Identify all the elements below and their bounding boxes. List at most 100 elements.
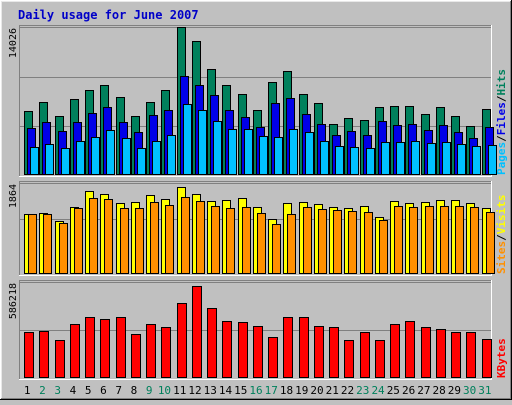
bar-pages-day-2 <box>45 144 54 175</box>
legend-entry-kbytes: KBytes <box>495 338 508 378</box>
chart-title: Daily usage for June 2007 <box>18 8 199 22</box>
x-tick-label-day-26: 26 <box>402 384 415 397</box>
bar-kbytes-day-3 <box>55 340 65 378</box>
bar-sites-day-1 <box>28 214 37 274</box>
bar-kbytes-day-30 <box>466 332 476 378</box>
bar-kbytes-day-29 <box>451 332 461 378</box>
x-tick-label-day-6: 6 <box>100 384 107 397</box>
bar-sites-day-16 <box>257 213 266 274</box>
bar-sites-day-28 <box>440 206 449 274</box>
panel-0-legend: Pages/Files/Hits <box>495 69 508 175</box>
panel-2-y-max-label: 586218 <box>8 283 19 319</box>
legend-entry-sites: Sites <box>495 241 508 274</box>
bar-sites-day-26 <box>409 207 418 274</box>
bar-pages-day-22 <box>350 147 359 175</box>
bar-pages-day-12 <box>198 110 207 175</box>
bar-pages-day-1 <box>30 147 39 175</box>
bar-pages-day-11 <box>183 104 192 175</box>
bar-sites-day-22 <box>348 211 357 274</box>
bar-sites-day-3 <box>59 223 68 274</box>
x-tick-label-day-11: 11 <box>173 384 186 397</box>
bar-kbytes-day-9 <box>146 324 156 378</box>
x-tick-label-day-14: 14 <box>219 384 233 397</box>
bar-sites-day-12 <box>196 201 205 274</box>
bar-pages-day-3 <box>61 148 70 175</box>
bar-kbytes-day-17 <box>268 337 278 378</box>
bar-pages-day-20 <box>320 141 329 175</box>
legend-entry-visits: Visits <box>495 195 508 235</box>
bar-pages-day-29 <box>457 144 466 175</box>
x-tick-label-day-29: 29 <box>448 384 461 397</box>
bar-pages-day-14 <box>228 129 237 175</box>
bar-pages-day-15 <box>244 129 253 175</box>
panel-0-y-max-label: 14026 <box>8 28 19 58</box>
x-tick-label-day-16: 16 <box>249 384 262 397</box>
bar-sites-day-8 <box>135 208 144 274</box>
x-tick-label-day-31: 31 <box>478 384 491 397</box>
x-tick-label-day-13: 13 <box>204 384 217 397</box>
x-tick-label-day-4: 4 <box>70 384 77 397</box>
x-tick-label-day-20: 20 <box>310 384 323 397</box>
legend-entry-files: Files <box>495 102 508 135</box>
bar-sites-day-27 <box>425 206 434 274</box>
bar-kbytes-day-18 <box>283 317 293 378</box>
x-tick-label-day-12: 12 <box>188 384 201 397</box>
x-tick-label-day-18: 18 <box>280 384 293 397</box>
bar-sites-day-23 <box>364 212 373 274</box>
bar-kbytes-day-1 <box>24 332 34 378</box>
bar-kbytes-day-22 <box>344 340 354 378</box>
bar-pages-day-6 <box>106 130 115 175</box>
bar-pages-day-27 <box>427 143 436 175</box>
bar-sites-day-24 <box>379 220 388 274</box>
legend-entry-divider: / <box>495 95 508 102</box>
bar-sites-day-25 <box>394 206 403 274</box>
bar-sites-day-10 <box>165 205 174 274</box>
bar-sites-day-18 <box>287 214 296 274</box>
bar-pages-day-19 <box>305 132 314 175</box>
bar-sites-day-31 <box>486 212 495 274</box>
bar-sites-day-15 <box>242 207 251 274</box>
bar-pages-day-31 <box>488 145 497 175</box>
x-tick-label-day-2: 2 <box>39 384 46 397</box>
bar-kbytes-day-2 <box>39 331 49 378</box>
bar-pages-day-18 <box>289 129 298 175</box>
bar-pages-day-17 <box>274 137 283 175</box>
x-tick-label-day-9: 9 <box>146 384 153 397</box>
x-tick-label-day-15: 15 <box>234 384 247 397</box>
bar-kbytes-day-26 <box>405 321 415 378</box>
x-tick-label-day-8: 8 <box>131 384 138 397</box>
bar-pages-day-8 <box>137 148 146 175</box>
bar-sites-day-20 <box>318 209 327 274</box>
bar-kbytes-day-15 <box>238 322 248 378</box>
x-tick-label-day-7: 7 <box>115 384 122 397</box>
legend-entry-divider: / <box>495 135 508 142</box>
x-tick-label-day-27: 27 <box>417 384 430 397</box>
x-tick-label-day-3: 3 <box>54 384 61 397</box>
bar-sites-day-6 <box>104 199 113 274</box>
panel-2-legend: KBytes <box>495 338 508 378</box>
bar-pages-day-28 <box>442 142 451 175</box>
bar-kbytes-day-27 <box>421 327 431 378</box>
x-tick-label-day-30: 30 <box>463 384 476 397</box>
legend-entry-hits: Hits <box>495 69 508 96</box>
bar-kbytes-day-5 <box>85 317 95 378</box>
bar-pages-day-4 <box>76 141 85 175</box>
bar-sites-day-13 <box>211 206 220 274</box>
panel-sites-visits: 1864 Sites/Visits <box>8 181 508 276</box>
bar-sites-day-14 <box>226 208 235 274</box>
bar-kbytes-day-25 <box>390 324 400 378</box>
bar-pages-day-7 <box>122 138 131 175</box>
bar-kbytes-day-13 <box>207 308 217 378</box>
x-tick-label-day-5: 5 <box>85 384 92 397</box>
x-tick-label-day-17: 17 <box>265 384 278 397</box>
bar-kbytes-day-21 <box>329 327 339 378</box>
x-tick-label-day-1: 1 <box>24 384 31 397</box>
bar-pages-day-9 <box>152 141 161 175</box>
bar-sites-day-21 <box>333 210 342 274</box>
bar-pages-day-24 <box>381 142 390 175</box>
bar-sites-day-29 <box>455 206 464 274</box>
bar-sites-day-5 <box>89 198 98 274</box>
